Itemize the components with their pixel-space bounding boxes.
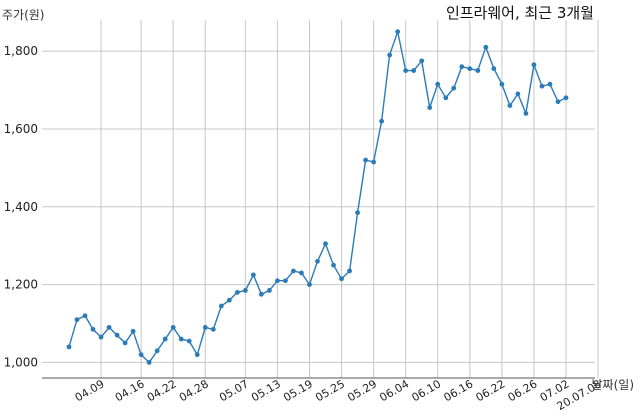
- data-point: [275, 278, 280, 284]
- x-tick-label: 05.25: [313, 377, 347, 404]
- data-point: [331, 262, 336, 268]
- data-point: [258, 291, 264, 297]
- data-point: [194, 352, 200, 358]
- data-point: [234, 289, 240, 295]
- data-point: [146, 360, 152, 365]
- x-tick-label: 06.04: [377, 377, 411, 404]
- data-point: [218, 303, 224, 309]
- data-point: [114, 332, 120, 338]
- data-point: [515, 91, 521, 97]
- data-point: [379, 118, 385, 124]
- data-point: [250, 272, 256, 278]
- data-point: [130, 328, 136, 334]
- grid-lines: [42, 20, 599, 378]
- x-tick-label: 05.19: [281, 377, 315, 404]
- data-point: [475, 68, 481, 73]
- data-point: [419, 58, 425, 64]
- data-point: [138, 352, 144, 358]
- data-point: [315, 258, 320, 264]
- y-tick-label: 1,000: [4, 355, 38, 369]
- data-point: [323, 241, 328, 247]
- y-tick-label: 1,800: [4, 44, 38, 58]
- chart-title: 인프라웨어, 최근 3개월: [445, 4, 594, 22]
- data-point: [403, 68, 409, 73]
- x-tick-label: 06.16: [442, 377, 476, 404]
- y-tick-label: 1,200: [4, 278, 38, 292]
- data-point: [154, 348, 160, 354]
- data-point: [547, 81, 553, 87]
- y-axis-ticks: 1,000 1,200 1,400 1,600 1,800: [4, 44, 38, 369]
- data-point: [339, 276, 344, 282]
- data-point: [122, 340, 128, 346]
- x-axis-label: 날짜(일): [591, 378, 634, 392]
- data-point: [443, 95, 449, 101]
- data-point: [299, 270, 304, 276]
- data-point: [162, 336, 168, 342]
- data-point: [427, 105, 433, 110]
- data-point: [363, 157, 368, 163]
- data-point: [411, 68, 417, 73]
- data-point: [186, 338, 192, 344]
- data-point: [387, 52, 393, 58]
- y-tick-label: 1,400: [4, 200, 38, 214]
- price-series-points: [66, 29, 569, 365]
- data-point: [371, 159, 377, 165]
- data-point: [106, 325, 112, 330]
- data-point: [90, 326, 96, 332]
- data-point: [451, 85, 457, 91]
- data-point: [226, 297, 232, 303]
- data-point: [563, 95, 569, 101]
- x-tick-label: 06.10: [409, 377, 443, 404]
- data-point: [523, 110, 529, 116]
- x-tick-label: 05.13: [249, 377, 283, 404]
- data-point: [507, 103, 513, 109]
- data-point: [347, 268, 352, 274]
- data-point: [531, 62, 537, 68]
- data-point: [555, 99, 561, 105]
- data-point: [98, 334, 104, 340]
- data-point: [539, 83, 545, 89]
- data-point: [178, 336, 184, 342]
- data-point: [291, 268, 296, 274]
- data-point: [467, 66, 473, 72]
- x-tick-label: 06.22: [474, 377, 508, 404]
- data-point: [82, 313, 88, 319]
- x-tick-label: 05.07: [217, 377, 251, 404]
- data-point: [483, 44, 489, 50]
- data-point: [459, 64, 465, 70]
- y-axis-label: 주가(원): [2, 8, 45, 22]
- data-point: [491, 66, 497, 72]
- data-point: [267, 288, 272, 293]
- price-series-line: [68, 29, 567, 364]
- data-point: [170, 325, 176, 330]
- data-point: [499, 81, 505, 87]
- y-tick-label: 1,600: [4, 122, 38, 136]
- data-point: [355, 210, 360, 216]
- data-point: [210, 326, 216, 332]
- data-point: [202, 325, 208, 330]
- data-point: [66, 344, 72, 350]
- data-point: [307, 282, 312, 288]
- x-tick-label: 06.26: [506, 377, 540, 404]
- data-point: [74, 317, 80, 323]
- data-point: [242, 288, 248, 293]
- x-tick-label: 04.22: [145, 377, 179, 404]
- data-point: [395, 29, 401, 35]
- x-tick-label: 05.29: [345, 377, 379, 404]
- data-point: [435, 81, 441, 87]
- x-tick-label: 04.28: [177, 377, 211, 404]
- x-tick-label: 04.16: [113, 377, 147, 404]
- x-tick-label: 04.09: [73, 377, 107, 404]
- data-point: [283, 278, 288, 284]
